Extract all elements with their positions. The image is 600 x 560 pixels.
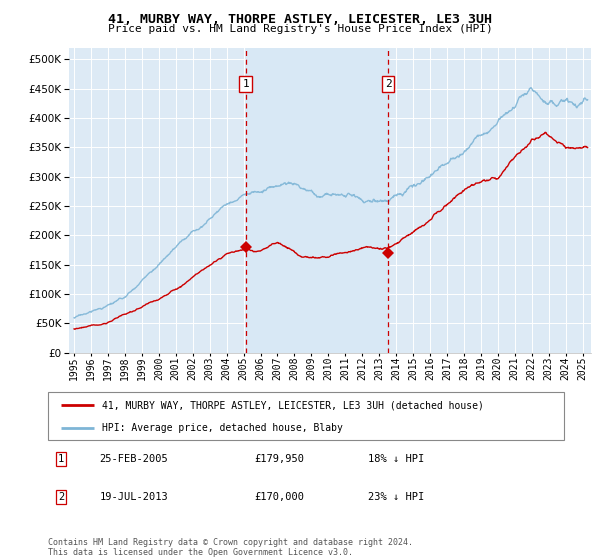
Text: £170,000: £170,000 [254, 492, 304, 502]
Text: 2: 2 [385, 79, 392, 89]
Text: £179,950: £179,950 [254, 454, 304, 464]
Text: 23% ↓ HPI: 23% ↓ HPI [368, 492, 424, 502]
Text: 41, MURBY WAY, THORPE ASTLEY, LEICESTER, LE3 3UH: 41, MURBY WAY, THORPE ASTLEY, LEICESTER,… [108, 13, 492, 26]
Text: 41, MURBY WAY, THORPE ASTLEY, LEICESTER, LE3 3UH (detached house): 41, MURBY WAY, THORPE ASTLEY, LEICESTER,… [102, 400, 484, 410]
Bar [245, 48, 388, 353]
Text: 19-JUL-2013: 19-JUL-2013 [100, 492, 169, 502]
Text: 1: 1 [58, 454, 64, 464]
Text: HPI: Average price, detached house, Blaby: HPI: Average price, detached house, Blab… [102, 423, 343, 433]
Text: 18% ↓ HPI: 18% ↓ HPI [368, 454, 424, 464]
Text: 25-FEB-2005: 25-FEB-2005 [100, 454, 169, 464]
Text: 1: 1 [242, 79, 249, 89]
Text: 2: 2 [58, 492, 64, 502]
Text: Contains HM Land Registry data © Crown copyright and database right 2024.
This d: Contains HM Land Registry data © Crown c… [48, 538, 413, 557]
Text: Price paid vs. HM Land Registry's House Price Index (HPI): Price paid vs. HM Land Registry's House … [107, 24, 493, 34]
